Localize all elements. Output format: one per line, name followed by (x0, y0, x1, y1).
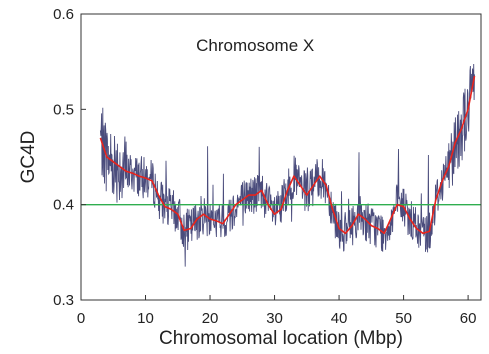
x-tick-label: 20 (202, 310, 219, 327)
x-tick-label: 30 (266, 310, 283, 327)
x-ticks: 0 10 20 30 40 50 60 (77, 295, 477, 327)
y-tick-label: 0.3 (53, 292, 74, 309)
y-ticks: 0.3 0.4 0.5 0.6 (53, 6, 86, 309)
x-tick-label: 60 (460, 310, 477, 327)
y-tick-label: 0.4 (53, 197, 74, 214)
y-axis-title: GC4D (18, 131, 39, 184)
x-tick-label: 0 (77, 310, 85, 327)
x-tick-label: 40 (331, 310, 348, 327)
y-tick-label: 0.5 (53, 101, 74, 118)
raw-series-line (99, 63, 475, 267)
x-tick-label: 10 (137, 310, 154, 327)
plot-frame (80, 13, 482, 301)
chart-title: Chromosome X (196, 36, 314, 55)
raw-signal (99, 63, 475, 267)
x-tick-label: 50 (395, 310, 412, 327)
x-axis-title: Chromosomal location (Mbp) (159, 328, 403, 349)
smoothed-series-line (99, 75, 476, 235)
y-tick-label: 0.6 (53, 6, 74, 23)
smoothed-signal (99, 75, 476, 235)
